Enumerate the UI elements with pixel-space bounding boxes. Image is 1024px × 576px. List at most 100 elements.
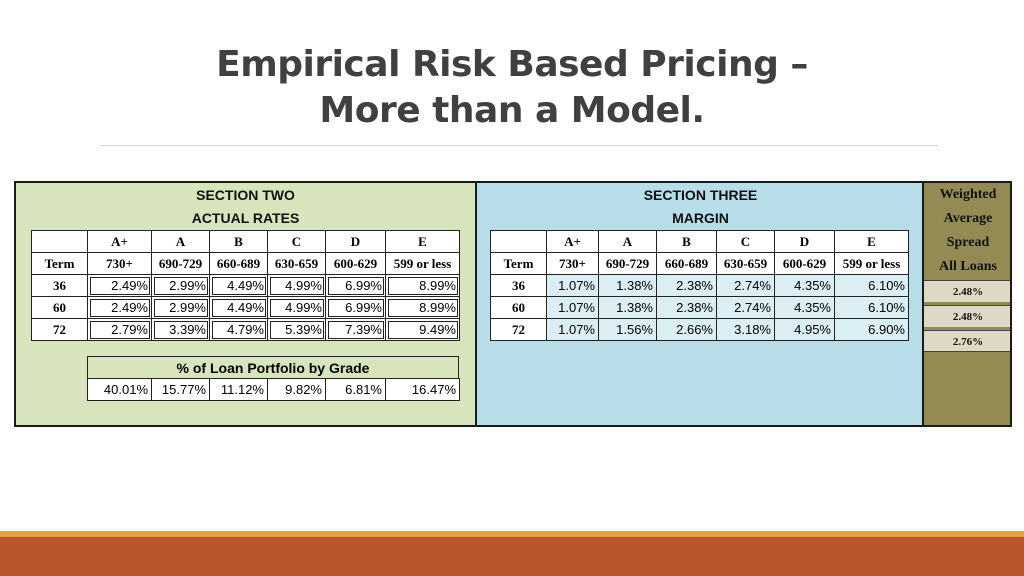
score-range-header: 730+ bbox=[546, 252, 599, 275]
margin-cell: 1.07% bbox=[546, 318, 599, 341]
rate-cell: 4.49% bbox=[209, 296, 268, 319]
rate-cell: 7.39% bbox=[325, 318, 386, 341]
margin-cell: 2.74% bbox=[716, 274, 775, 297]
slide-title-line-2: More than a Model. bbox=[319, 90, 705, 131]
portfolio-cell: 11.12% bbox=[209, 378, 268, 401]
score-range-header: 630-659 bbox=[267, 252, 326, 275]
rate-cell: 4.49% bbox=[209, 274, 268, 297]
margin-cell: 1.07% bbox=[546, 274, 599, 297]
blank-header-cell bbox=[31, 230, 88, 253]
table-row: 36 1.07% 1.38% 2.38% 2.74% 4.35% 6.10% bbox=[490, 274, 909, 297]
score-range-header: 690-729 bbox=[151, 252, 210, 275]
rate-cell: 6.99% bbox=[325, 296, 386, 319]
term-column-header: Term bbox=[490, 252, 547, 275]
rate-cell: 6.99% bbox=[325, 274, 386, 297]
term-cell: 72 bbox=[490, 318, 547, 341]
weighted-label-line: All Loans bbox=[939, 259, 997, 274]
footer-band bbox=[0, 537, 1024, 576]
grade-header-row: A+ A B C D E bbox=[490, 230, 909, 253]
section-three-subtitle: MARGIN bbox=[672, 210, 729, 226]
margin-cell: 2.66% bbox=[656, 318, 717, 341]
score-range-header: 600-629 bbox=[325, 252, 386, 275]
margin-cell: 6.90% bbox=[834, 318, 909, 341]
score-range-header: 660-689 bbox=[209, 252, 268, 275]
grade-header: A bbox=[151, 230, 210, 253]
term-cell: 72 bbox=[31, 318, 88, 341]
grade-header: A+ bbox=[87, 230, 152, 253]
rate-cell: 2.49% bbox=[87, 296, 152, 319]
margin-cell: 2.74% bbox=[716, 296, 775, 319]
portfolio-cell: 6.81% bbox=[325, 378, 386, 401]
weighted-spread-cell: 2.76% bbox=[924, 330, 1010, 352]
score-range-header: 599 or less bbox=[385, 252, 460, 275]
term-cell: 36 bbox=[490, 274, 547, 297]
weighted-spread-cell: 2.48% bbox=[924, 305, 1010, 327]
margin-cell: 1.38% bbox=[598, 274, 657, 297]
weighted-label-line: Spread bbox=[946, 235, 990, 250]
margin-cell: 4.95% bbox=[774, 318, 835, 341]
term-cell: 36 bbox=[31, 274, 88, 297]
margin-cell: 1.07% bbox=[546, 296, 599, 319]
portfolio-cell: 40.01% bbox=[87, 378, 152, 401]
rate-cell: 9.49% bbox=[385, 318, 460, 341]
footer-accent-stripe bbox=[0, 531, 1024, 537]
rate-cell: 4.99% bbox=[267, 274, 326, 297]
table-row: 60 1.07% 1.38% 2.38% 2.74% 4.35% 6.10% bbox=[490, 296, 909, 319]
score-range-header: 660-689 bbox=[656, 252, 717, 275]
grade-header: D bbox=[774, 230, 835, 253]
pricing-spreadsheet: SECTION TWO ACTUAL RATES A+ A B C D E Te… bbox=[14, 181, 1012, 427]
margin-cell: 4.35% bbox=[774, 274, 835, 297]
weighted-spread-cell: 2.48% bbox=[924, 280, 1010, 302]
score-range-header: 599 or less bbox=[834, 252, 909, 275]
score-range-row: Term 730+ 690-729 660-689 630-659 600-62… bbox=[490, 252, 909, 275]
grade-header-row: A+ A B C D E bbox=[31, 230, 460, 253]
section-two-subtitle: ACTUAL RATES bbox=[191, 210, 300, 226]
grade-header: C bbox=[267, 230, 326, 253]
term-column-header: Term bbox=[31, 252, 88, 275]
portfolio-cell: 9.82% bbox=[267, 378, 326, 401]
table-row: 60 2.49% 2.99% 4.49% 4.99% 6.99% 8.99% bbox=[31, 296, 460, 319]
portfolio-title: % of Loan Portfolio by Grade bbox=[87, 356, 459, 378]
margin-cell: 6.10% bbox=[834, 296, 909, 319]
grade-header: D bbox=[325, 230, 386, 253]
grade-header: E bbox=[385, 230, 460, 253]
slide-title: Empirical Risk Based Pricing – More than… bbox=[0, 42, 1024, 134]
rate-cell: 2.49% bbox=[87, 274, 152, 297]
grade-header: B bbox=[656, 230, 717, 253]
table-row: 36 2.49% 2.99% 4.49% 4.99% 6.99% 8.99% bbox=[31, 274, 460, 297]
actual-rates-table: A+ A B C D E Term 730+ 690-729 660-689 6… bbox=[31, 230, 460, 341]
table-row: 72 2.79% 3.39% 4.79% 5.39% 7.39% 9.49% bbox=[31, 318, 460, 341]
grade-header: C bbox=[716, 230, 775, 253]
table-row: 72 1.07% 1.56% 2.66% 3.18% 4.95% 6.90% bbox=[490, 318, 909, 341]
rate-cell: 8.99% bbox=[385, 296, 460, 319]
portfolio-cell: 15.77% bbox=[151, 378, 210, 401]
rate-cell: 5.39% bbox=[267, 318, 326, 341]
margin-cell: 1.56% bbox=[598, 318, 657, 341]
portfolio-row: 40.01% 15.77% 11.12% 9.82% 6.81% 16.47% bbox=[87, 378, 460, 401]
margin-cell: 3.18% bbox=[716, 318, 775, 341]
grade-header: A+ bbox=[546, 230, 599, 253]
section-three-panel: SECTION THREE MARGIN A+ A B C D E Term 7… bbox=[475, 183, 924, 425]
title-divider bbox=[100, 145, 938, 146]
grade-header: A bbox=[598, 230, 657, 253]
margin-cell: 4.35% bbox=[774, 296, 835, 319]
rate-cell: 2.99% bbox=[151, 296, 210, 319]
portfolio-table: 40.01% 15.77% 11.12% 9.82% 6.81% 16.47% bbox=[87, 378, 460, 401]
weighted-label-line: Weighted bbox=[939, 187, 997, 202]
rate-cell: 8.99% bbox=[385, 274, 460, 297]
score-range-header: 600-629 bbox=[774, 252, 835, 275]
score-range-row: Term 730+ 690-729 660-689 630-659 600-62… bbox=[31, 252, 460, 275]
section-three-title: SECTION THREE bbox=[643, 187, 758, 203]
grade-header: B bbox=[209, 230, 268, 253]
margin-cell: 2.38% bbox=[656, 296, 717, 319]
margin-cell: 6.10% bbox=[834, 274, 909, 297]
rate-cell: 4.99% bbox=[267, 296, 326, 319]
score-range-header: 730+ bbox=[87, 252, 152, 275]
score-range-header: 630-659 bbox=[716, 252, 775, 275]
blank-header-cell bbox=[490, 230, 547, 253]
term-cell: 60 bbox=[490, 296, 547, 319]
slide-title-line-1: Empirical Risk Based Pricing – bbox=[216, 44, 808, 85]
section-two-title: SECTION TWO bbox=[196, 187, 295, 203]
rate-cell: 2.79% bbox=[87, 318, 152, 341]
rate-cell: 2.99% bbox=[151, 274, 210, 297]
